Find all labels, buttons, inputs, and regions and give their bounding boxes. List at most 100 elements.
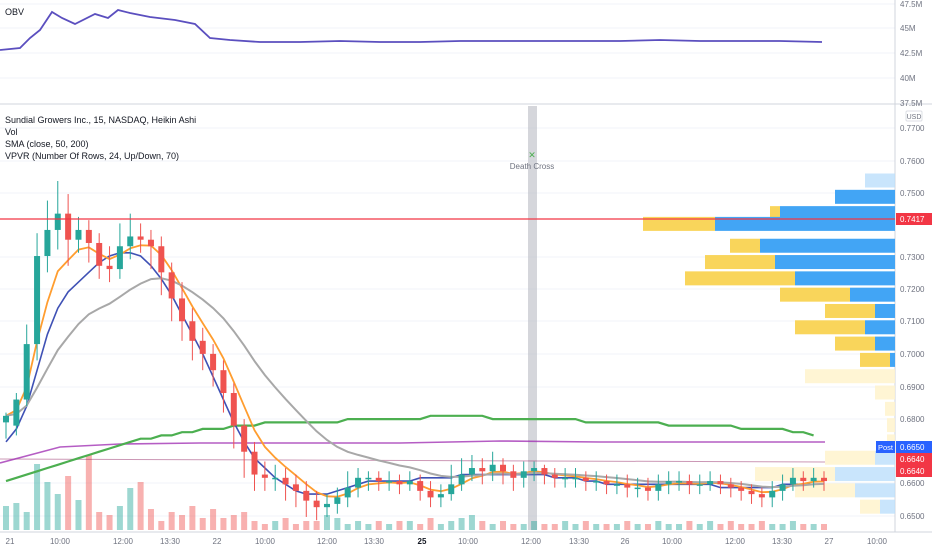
candle[interactable] (241, 419, 248, 478)
candle[interactable] (147, 229, 154, 270)
candle[interactable] (500, 458, 507, 485)
candle[interactable] (468, 454, 475, 482)
candlestick-series[interactable] (3, 181, 827, 521)
candle[interactable] (789, 468, 796, 491)
obv-line[interactable] (0, 9, 823, 51)
candle[interactable] (75, 216, 82, 253)
candle[interactable] (396, 474, 403, 495)
candle-body (510, 471, 517, 478)
candle[interactable] (644, 477, 651, 501)
candle[interactable] (127, 213, 134, 260)
candle[interactable] (334, 487, 341, 514)
time-axis[interactable]: 21 10:00 12:00 13:30 22 10:00 12:00 13:3… (6, 537, 888, 546)
candle[interactable] (769, 481, 776, 508)
currency-box[interactable] (905, 110, 923, 122)
candle[interactable] (303, 481, 310, 517)
time-tick: 26 (621, 537, 630, 546)
candle[interactable] (541, 464, 548, 485)
candle[interactable] (210, 344, 217, 387)
candle[interactable] (220, 360, 227, 413)
candle[interactable] (427, 481, 434, 508)
candle[interactable] (355, 468, 362, 498)
candle[interactable] (344, 471, 351, 508)
candle-body (624, 484, 631, 488)
candle[interactable] (593, 471, 600, 491)
candle[interactable] (717, 474, 724, 495)
candle[interactable] (531, 461, 538, 482)
profile-bar-down (880, 499, 895, 514)
candle[interactable] (748, 484, 755, 504)
candle[interactable] (727, 477, 734, 498)
candle[interactable] (23, 324, 30, 407)
obv-legend[interactable]: OBV (5, 7, 25, 17)
candle[interactable] (562, 468, 569, 488)
candle[interactable] (696, 474, 703, 495)
candle[interactable] (655, 474, 662, 501)
candle[interactable] (365, 471, 372, 491)
candle[interactable] (54, 181, 61, 250)
price-axis[interactable]: USD 0.7700 0.7600 0.7500 0.7300 0.7200 0… (900, 110, 925, 521)
candle[interactable] (106, 246, 113, 283)
profile-bar-up (730, 238, 760, 253)
candle[interactable] (613, 474, 620, 495)
candle[interactable] (510, 464, 517, 491)
candle[interactable] (448, 464, 455, 501)
candle[interactable] (582, 471, 589, 491)
candle[interactable] (624, 474, 631, 498)
candle[interactable] (272, 464, 279, 491)
candle[interactable] (168, 262, 175, 322)
candle[interactable] (230, 383, 237, 449)
candle[interactable] (489, 451, 496, 482)
candle[interactable] (137, 223, 144, 253)
candle[interactable] (292, 474, 299, 508)
candle[interactable] (458, 458, 465, 491)
candle[interactable] (158, 236, 165, 296)
candle[interactable] (189, 308, 196, 361)
candle[interactable] (810, 468, 817, 488)
candle[interactable] (738, 481, 745, 501)
candle[interactable] (323, 494, 330, 517)
candle[interactable] (406, 471, 413, 491)
candle[interactable] (603, 474, 610, 495)
candle[interactable] (437, 484, 444, 508)
candle[interactable] (417, 474, 424, 501)
sma-200-line[interactable] (5, 414, 814, 483)
candle[interactable] (572, 468, 579, 488)
candle[interactable] (34, 233, 41, 361)
candle[interactable] (634, 477, 641, 498)
candle[interactable] (199, 327, 206, 371)
candle[interactable] (551, 468, 558, 488)
vpvr-legend[interactable]: VPVR (Number Of Rows, 24, Up/Down, 70) (5, 151, 180, 161)
candle[interactable] (179, 282, 186, 341)
candle[interactable] (779, 474, 786, 501)
candle[interactable] (520, 461, 527, 488)
candle[interactable] (282, 468, 289, 501)
candle[interactable] (3, 412, 9, 439)
candle[interactable] (96, 233, 103, 279)
candle[interactable] (800, 471, 807, 491)
sma-legend[interactable]: SMA (close, 50, 200) (5, 139, 89, 149)
candle[interactable] (13, 393, 20, 436)
volume-legend[interactable]: Vol (5, 127, 18, 137)
candle[interactable] (758, 487, 765, 508)
candle[interactable] (116, 223, 123, 279)
candle[interactable] (44, 200, 51, 273)
candle-body (717, 481, 724, 485)
candle[interactable] (665, 471, 672, 495)
volume-bar (707, 521, 714, 530)
candle[interactable] (313, 490, 320, 521)
candle[interactable] (386, 471, 393, 491)
candle[interactable] (821, 471, 827, 491)
candle[interactable] (85, 220, 92, 263)
candle[interactable] (707, 471, 714, 491)
candle[interactable] (686, 474, 693, 495)
candle[interactable] (251, 441, 258, 491)
candle[interactable] (375, 471, 382, 491)
candle[interactable] (65, 194, 72, 266)
candle[interactable] (479, 458, 486, 485)
chart-title[interactable]: Sundial Growers Inc., 15, NASDAQ, Heikin… (5, 115, 197, 125)
candle[interactable] (261, 461, 268, 491)
candle-body (313, 500, 320, 508)
candle[interactable] (676, 471, 683, 491)
